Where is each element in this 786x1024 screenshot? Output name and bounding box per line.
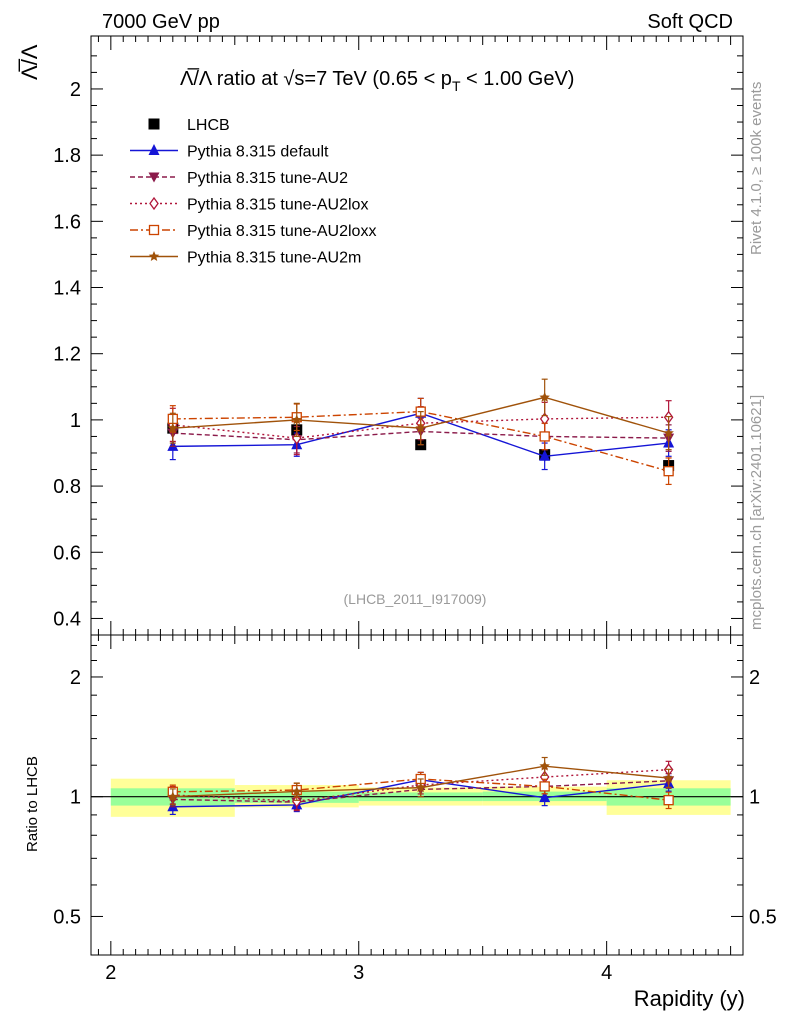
series-4-point <box>539 391 550 402</box>
chart-title-suffix: < 1.00 GeV) <box>461 68 575 90</box>
ratio-series-0-point <box>539 791 551 803</box>
y-tick-label: 0.4 <box>53 608 81 630</box>
ratio-panel: 2 3 4 0.5 0.5 1 1 2 2 <box>53 634 777 984</box>
ratio-y-tick-label: 1 <box>70 787 81 809</box>
legend: LHCB Pythia 8.315 default Pythia 8.315 tun… <box>130 117 376 267</box>
y-tick-label: 1.4 <box>53 278 81 300</box>
legend-label: Pythia 8.315 tune-AU2m <box>187 250 361 267</box>
y-tick-label: 0.6 <box>53 542 81 564</box>
legend-marker <box>149 196 159 211</box>
series-4-point <box>663 427 674 438</box>
legend-marker <box>148 118 160 130</box>
series-4-point <box>291 414 302 425</box>
x-tick-label: 3 <box>353 962 364 984</box>
x-tick-label: 4 <box>601 962 612 984</box>
ratio-series-3-point <box>663 795 674 806</box>
rivet-label: Rivet 4.1.0, ≥ 100k events <box>748 82 765 255</box>
ratio-y-tick-label: 2 <box>70 667 81 689</box>
ratio-series-4-point <box>415 782 426 793</box>
ratio-series-3-point <box>539 781 550 792</box>
main-panel: 0.4 0.6 0.8 1 1.2 1.4 1.6 1.8 2 <box>53 35 744 636</box>
ratio-y-axis-label: Ratio to LHCB <box>24 756 41 852</box>
ratio-series-4-point <box>291 785 302 796</box>
mcplots-label: mcplots.cern.ch [arXiv:2401.10621] <box>748 395 765 630</box>
legend-marker <box>148 251 160 261</box>
y-tick-label: 1.6 <box>53 211 81 233</box>
header-right-label: Soft QCD <box>647 11 733 33</box>
ratio-y-tick-label-right: 2 <box>749 667 760 689</box>
series-0-point <box>539 449 551 461</box>
analysis-tag: (LHCB_2011_I917009) <box>344 591 487 607</box>
ratio-series-2-point <box>291 794 302 808</box>
legend-marker <box>148 224 160 236</box>
legend-label: Pythia 8.315 tune-AU2loxx <box>187 223 376 240</box>
ratio-y-tick-label-right: 1 <box>749 787 760 809</box>
series-3-point <box>539 431 550 442</box>
series-3-point <box>663 466 674 477</box>
ratio-series-3-line <box>172 778 669 801</box>
ratio-series-4-point <box>539 760 550 771</box>
legend-marker <box>148 144 160 155</box>
series-4-point <box>167 422 179 433</box>
header-left-label: 7000 GeV pp <box>102 11 220 33</box>
ratio-frame <box>90 634 744 956</box>
legend-label: Pythia 8.315 tune-AU2 <box>187 170 348 187</box>
legend-marker <box>148 172 160 183</box>
x-tick-label: 2 <box>105 962 116 984</box>
chart-title: Λ̅/Λ ratio at √s=7 TeV (0.65 < pT < 1.00… <box>180 67 574 94</box>
y-tick-label: 2 <box>70 79 81 101</box>
y-tick-label: 1.2 <box>53 344 81 366</box>
series-4-point <box>415 422 426 433</box>
y-tick-label: 1.8 <box>53 145 81 167</box>
y-tick-label: 1 <box>70 410 81 432</box>
chart-title-sub: T <box>452 78 461 94</box>
ratio-y-tick-label-right: 0.5 <box>749 906 777 928</box>
x-axis-label: Rapidity (y) <box>634 986 745 1011</box>
legend-label: Pythia 8.315 tune-AU2lox <box>187 197 368 214</box>
ratio-series-4-point <box>663 772 674 783</box>
chart-title-main: Λ̅/Λ ratio at √s=7 TeV (0.65 < p <box>180 67 452 90</box>
legend-label: Pythia 8.315 default <box>187 144 329 161</box>
ratio-y-tick-label: 0.5 <box>53 906 81 928</box>
series-3-line <box>172 410 669 472</box>
y-tick-label: 0.8 <box>53 476 81 498</box>
legend-label: LHCB <box>187 117 230 134</box>
ratio-series-4-point <box>167 791 179 802</box>
y-axis-label: Λ̅/Λ <box>17 44 42 80</box>
